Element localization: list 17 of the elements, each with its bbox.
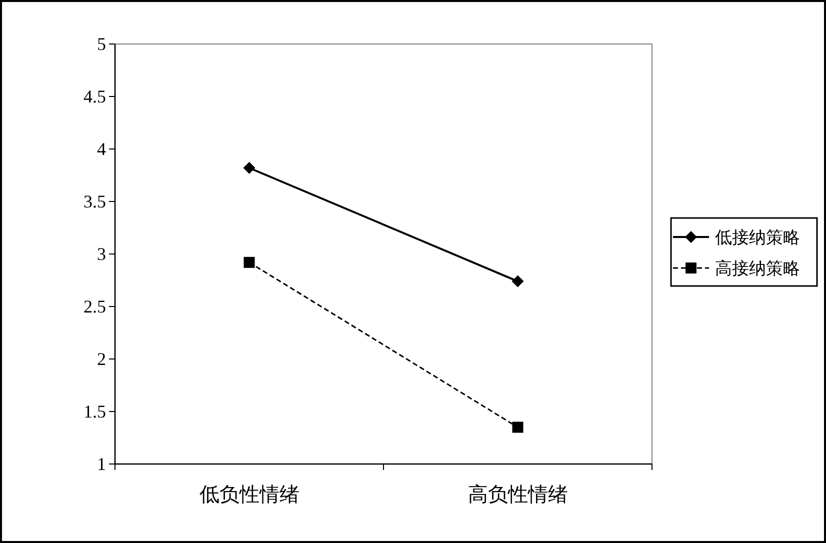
y-tick-label: 2.5: [84, 296, 106, 316]
point: [512, 275, 524, 288]
y-tick-label: 3: [97, 244, 106, 264]
point: [243, 162, 256, 174]
y-tick-label: 5: [97, 34, 106, 54]
legend-label: 高接纳策略: [715, 259, 800, 278]
x-tick-label: 低负性情绪: [199, 484, 300, 506]
y-tick-label: 3.5: [84, 192, 106, 212]
point: [244, 256, 255, 268]
legend-label: 低接纳策略: [715, 228, 800, 247]
y-tick-label: 2: [97, 349, 106, 369]
y-tick-label: 4.5: [84, 86, 106, 106]
point: [512, 422, 524, 433]
y-tick-label: 1.5: [84, 402, 106, 422]
y-tick-label: 1: [97, 454, 106, 474]
y-tick-label: 4: [97, 139, 106, 159]
x-tick-label: 高负性情绪: [468, 483, 568, 506]
